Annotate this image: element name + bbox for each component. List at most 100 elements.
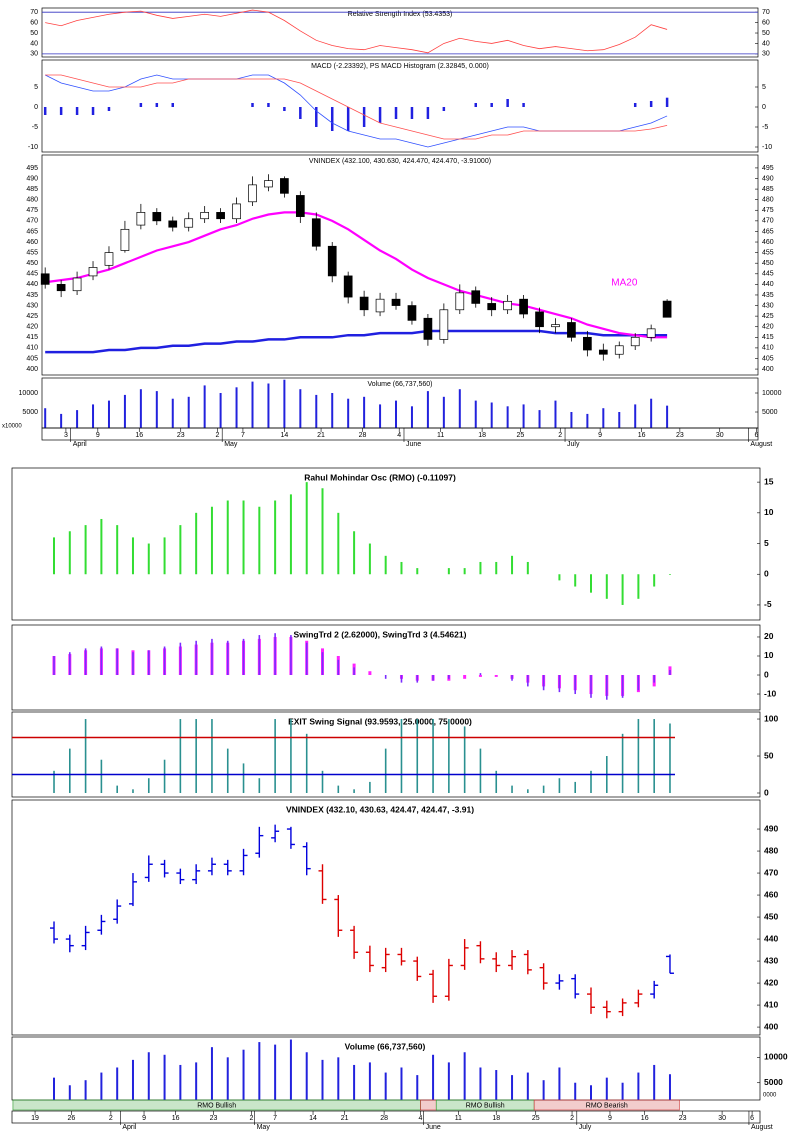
y-tick-label: 5 (34, 84, 38, 91)
panel-frame (41, 154, 759, 376)
panel-frame (41, 59, 759, 153)
y-tick-label: 0 (764, 568, 769, 578)
candle-body (152, 212, 162, 222)
y-tick-label: 485 (26, 186, 38, 193)
y-tick-label: 490 (764, 823, 778, 833)
y-tick-label: 425 (762, 313, 774, 320)
x-tick-label: 2 (570, 1115, 574, 1122)
x-tick-label: 9 (608, 1115, 612, 1122)
y-tick-label: 480 (764, 845, 778, 855)
y-tick-label: 470 (762, 218, 774, 225)
x-tick-label: 7 (241, 432, 245, 439)
candle-body (519, 298, 528, 315)
y-tick-label: 420 (26, 324, 38, 331)
candle-body (407, 305, 417, 321)
y-tick-label: 400 (762, 366, 774, 373)
y-tick-label: 5000 (762, 409, 778, 416)
candle-body (40, 273, 50, 285)
candle-body (232, 203, 241, 220)
candle-body (72, 277, 82, 292)
y-tick-label: 440 (26, 281, 38, 288)
candle-body (471, 290, 481, 304)
y-tick-label: 470 (764, 867, 778, 877)
panel-title: EXIT Swing Signal (93.9593, 25.0000, 75.… (288, 716, 472, 726)
candle-body (630, 336, 640, 347)
y-tick-label: 435 (762, 292, 774, 299)
x-tick-label: 9 (598, 432, 602, 439)
x-tick-label: 25 (532, 1115, 540, 1122)
y-tick-label: 10000 (19, 390, 39, 397)
y-tick-label: 405 (26, 355, 38, 362)
candle-body (598, 349, 608, 355)
x-tick-label: 11 (437, 432, 444, 439)
y-tick-label: 460 (762, 239, 774, 246)
month-label: April (73, 441, 87, 448)
y-tick-label: 400 (26, 366, 38, 373)
month-label: June (406, 441, 421, 448)
y-tick-label: 485 (762, 186, 774, 193)
y-tick-label: 50 (764, 750, 774, 760)
y-tick-label: 490 (26, 175, 38, 182)
candle-body (120, 228, 130, 251)
month-label: May (257, 1124, 271, 1131)
x-tick-label: 16 (172, 1115, 180, 1122)
x-tick-label: 23 (210, 1115, 218, 1122)
candle-body (439, 309, 449, 340)
panel-title: Volume (66,737,560) (368, 381, 433, 388)
candle-body (662, 300, 672, 318)
y-tick-label: 0 (34, 104, 38, 111)
candle-body (200, 212, 210, 220)
x-tick-label: 2 (558, 432, 562, 439)
panel-title: MACD (-2.23392), PS MACD Histogram (2.32… (311, 63, 489, 70)
band-label: RMO Bullish (197, 1102, 236, 1109)
y-tick-label: 445 (26, 271, 38, 278)
y-tick-label: -5 (762, 124, 768, 131)
y-tick-label: -10 (28, 144, 38, 151)
panel-frame (11, 799, 761, 1036)
candle-body (104, 252, 114, 266)
y-tick-label: 0 (762, 104, 766, 111)
y-tick-label: 455 (26, 249, 38, 256)
panel-title: SwingTrd 2 (2.62000), SwingTrd 3 (4.5462… (294, 629, 467, 639)
y-tick-label: -10 (762, 144, 772, 151)
x-tick-label: 18 (478, 432, 486, 439)
x-tick-label: 3 (64, 432, 68, 439)
y-tick-label: 415 (762, 334, 774, 341)
month-label: July (567, 441, 580, 448)
x-tick-label: 21 (341, 1115, 349, 1122)
x-tick-label: 19 (31, 1115, 39, 1122)
date-axis (41, 427, 759, 441)
y-tick-label: 5000 (764, 1077, 783, 1087)
x-tick-label: 6 (754, 432, 758, 439)
y-tick-label: 0 (764, 669, 769, 679)
x-tick-label: 9 (142, 1115, 146, 1122)
y-tick-label: 495 (762, 165, 774, 172)
panel-title: VNINDEX (432.100, 430.630, 424.470, 424.… (309, 158, 491, 165)
x-tick-label: 28 (359, 432, 367, 439)
x-tick-label: 23 (679, 1115, 687, 1122)
x-tick-label: 30 (718, 1115, 726, 1122)
candle-body (646, 328, 656, 338)
unit-label: x10000 (2, 424, 22, 430)
y-tick-label: 450 (26, 260, 38, 267)
candle-body (56, 284, 66, 292)
y-tick-label: 430 (26, 302, 38, 309)
ma-long (45, 329, 668, 354)
candle-body (264, 180, 273, 188)
y-tick-label: 410 (762, 345, 774, 352)
candle-body (535, 311, 544, 328)
candle-body (168, 220, 178, 228)
y-tick-label: 50 (30, 30, 38, 37)
y-tick-label: 440 (762, 281, 774, 288)
month-label: April (122, 1124, 136, 1131)
corner-label: 0000 (763, 1093, 777, 1099)
panel-frame (11, 711, 761, 798)
candle-body (343, 275, 353, 298)
y-tick-label: 415 (26, 334, 38, 341)
x-tick-label: 4 (397, 432, 401, 439)
x-tick-label: 16 (641, 1115, 649, 1122)
y-tick-label: 405 (762, 355, 774, 362)
x-tick-label: 28 (380, 1115, 388, 1122)
y-tick-label: 420 (762, 324, 774, 331)
x-tick-label: 14 (309, 1115, 317, 1122)
